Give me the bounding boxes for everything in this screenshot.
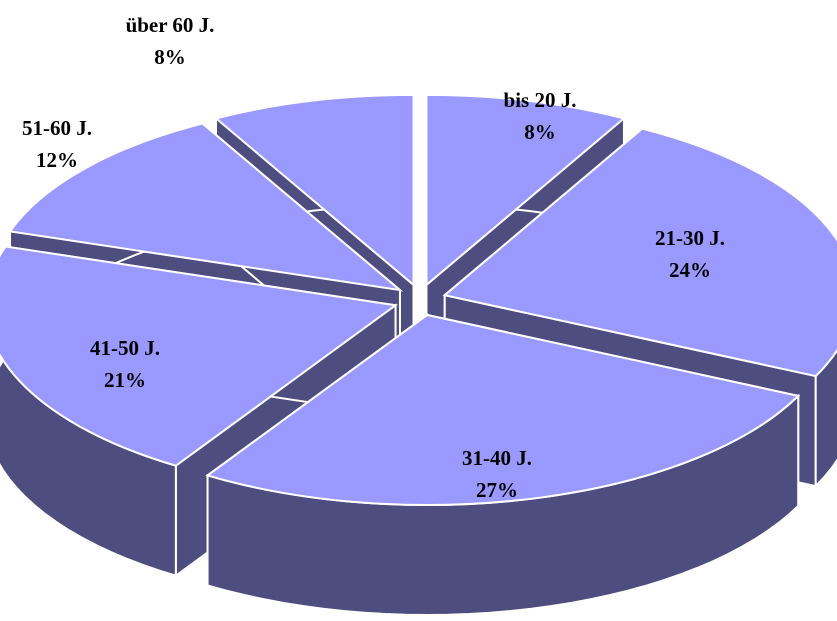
slice-top-2: [205, 313, 801, 506]
slice-label-category: 51-60 J.: [22, 116, 92, 140]
slice-label-category: bis 20 J.: [504, 88, 577, 112]
slice-top-5: [213, 93, 415, 288]
slice-top-0: [425, 93, 627, 288]
slice-label-category: 21-30 J.: [655, 226, 725, 250]
slice-label-value: 21%: [104, 368, 146, 392]
slice-labels: bis 20 J. 8% 21-30 J. 24% 31-40 J. 27% 41-50 J…: [22, 13, 725, 502]
slice-label-value: 8%: [154, 45, 186, 69]
slice-label-value: 8%: [524, 120, 556, 144]
slice-label-value: 27%: [476, 478, 518, 502]
slice-top-3: [0, 245, 399, 467]
slice-label-value: 24%: [669, 258, 711, 282]
slice-label-category: über 60 J.: [126, 13, 215, 37]
slice-top-1: [442, 127, 837, 378]
pie-slices: [0, 93, 837, 616]
slice-label-category: 41-50 J.: [90, 336, 160, 360]
slice-top-4: [8, 122, 404, 292]
slice-label-category: 31-40 J.: [462, 446, 532, 470]
slice-label-value: 12%: [36, 148, 78, 172]
pie-slice: [205, 313, 801, 616]
